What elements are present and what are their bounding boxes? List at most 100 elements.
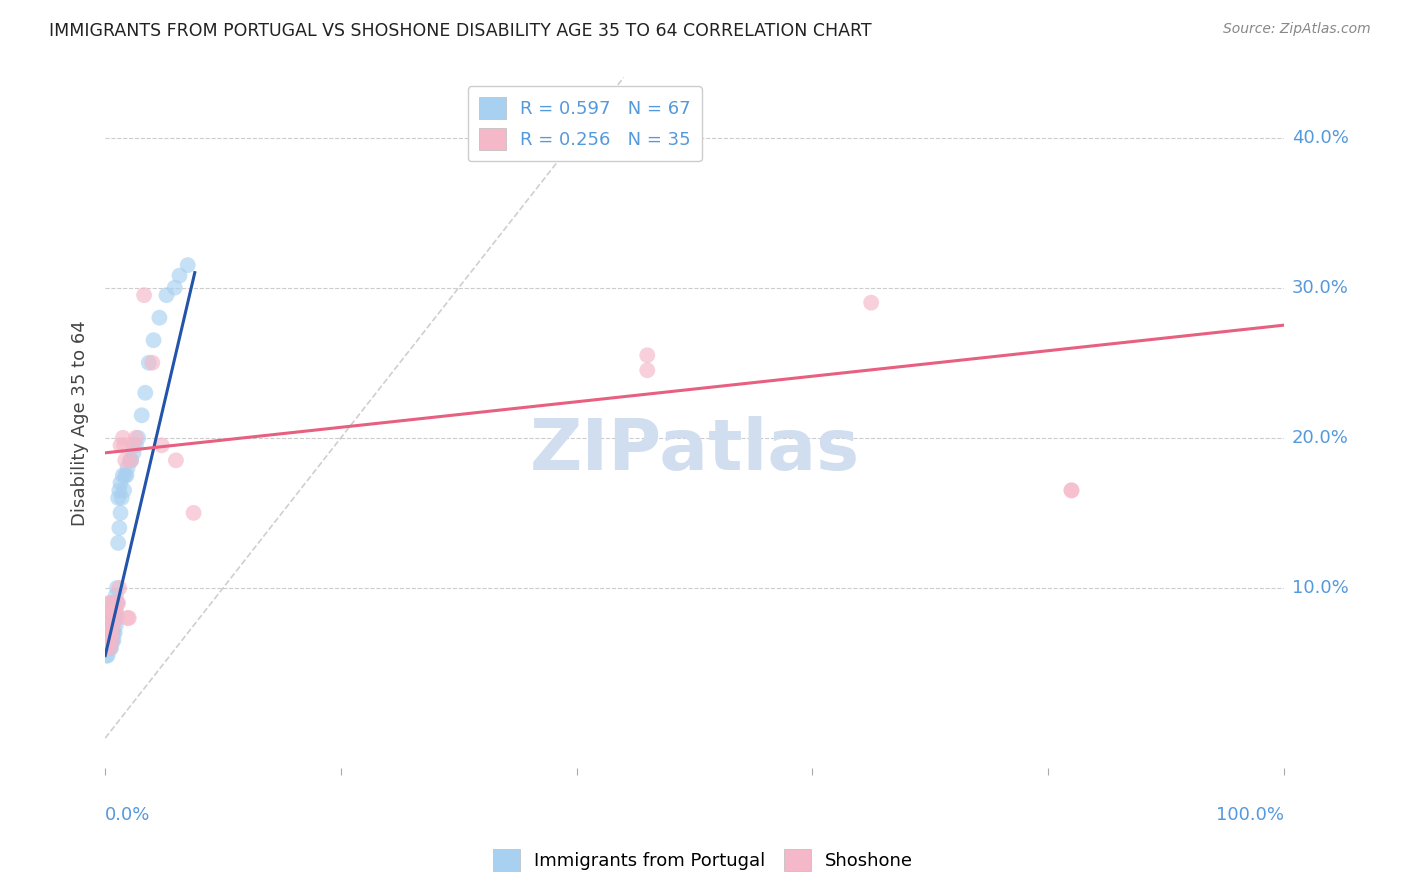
Point — [111, 491, 134, 505]
Point — [111, 431, 134, 445]
Point — [97, 611, 120, 625]
Point — [165, 453, 187, 467]
Text: Source: ZipAtlas.com: Source: ZipAtlas.com — [1223, 22, 1371, 37]
Point — [112, 483, 135, 498]
Point — [98, 626, 121, 640]
Point — [105, 596, 128, 610]
Point — [100, 633, 122, 648]
Point — [97, 633, 120, 648]
Point — [98, 640, 121, 655]
Point — [97, 618, 120, 632]
Point — [860, 295, 883, 310]
Point — [132, 288, 155, 302]
Point — [101, 603, 124, 617]
Point — [97, 596, 120, 610]
Point — [104, 611, 127, 625]
Point — [141, 356, 163, 370]
Legend: Immigrants from Portugal, Shoshone: Immigrants from Portugal, Shoshone — [485, 842, 921, 879]
Point — [103, 603, 125, 617]
Text: 100.0%: 100.0% — [1216, 805, 1284, 823]
Point — [636, 363, 658, 377]
Text: ZIPatlas: ZIPatlas — [529, 416, 859, 485]
Point — [96, 640, 118, 655]
Point — [97, 626, 120, 640]
Point — [100, 611, 122, 625]
Point — [107, 536, 129, 550]
Point — [96, 626, 118, 640]
Point — [110, 506, 132, 520]
Point — [100, 618, 122, 632]
Point — [98, 603, 121, 617]
Text: IMMIGRANTS FROM PORTUGAL VS SHOSHONE DISABILITY AGE 35 TO 64 CORRELATION CHART: IMMIGRANTS FROM PORTUGAL VS SHOSHONE DIS… — [49, 22, 872, 40]
Point — [100, 596, 122, 610]
Point — [122, 438, 145, 452]
Point — [97, 640, 120, 655]
Point — [103, 596, 125, 610]
Point — [117, 460, 139, 475]
Point — [131, 409, 153, 423]
Point — [104, 618, 127, 632]
Point — [118, 453, 141, 467]
Point — [108, 581, 131, 595]
Point — [114, 468, 136, 483]
Point — [104, 603, 127, 617]
Text: 0.0%: 0.0% — [105, 805, 150, 823]
Point — [118, 611, 141, 625]
Y-axis label: Disability Age 35 to 64: Disability Age 35 to 64 — [72, 320, 89, 525]
Point — [97, 633, 120, 648]
Point — [97, 648, 120, 663]
Point — [155, 288, 177, 302]
Point — [148, 310, 170, 325]
Point — [1060, 483, 1083, 498]
Point — [138, 356, 160, 370]
Text: 20.0%: 20.0% — [1292, 429, 1348, 447]
Point — [105, 596, 128, 610]
Point — [100, 596, 122, 610]
Point — [107, 596, 129, 610]
Point — [97, 626, 120, 640]
Point — [100, 640, 122, 655]
Point — [98, 633, 121, 648]
Point — [1060, 483, 1083, 498]
Point — [163, 280, 186, 294]
Point — [98, 618, 121, 632]
Point — [169, 268, 191, 283]
Point — [104, 596, 127, 610]
Point — [107, 491, 129, 505]
Point — [183, 506, 205, 520]
Point — [111, 468, 134, 483]
Point — [105, 611, 128, 625]
Point — [97, 633, 120, 648]
Text: 30.0%: 30.0% — [1292, 278, 1348, 297]
Point — [97, 626, 120, 640]
Point — [97, 611, 120, 625]
Point — [97, 640, 120, 655]
Point — [104, 626, 127, 640]
Point — [100, 626, 122, 640]
Point — [110, 475, 132, 490]
Point — [127, 431, 149, 445]
Point — [104, 603, 127, 617]
Point — [101, 633, 124, 648]
Point — [101, 603, 124, 617]
Text: 10.0%: 10.0% — [1292, 579, 1348, 597]
Point — [103, 611, 125, 625]
Point — [176, 258, 198, 272]
Point — [96, 648, 118, 663]
Point — [101, 633, 124, 648]
Point — [103, 633, 125, 648]
Point — [105, 581, 128, 595]
Point — [122, 446, 145, 460]
Point — [103, 626, 125, 640]
Point — [108, 483, 131, 498]
Point — [97, 611, 120, 625]
Point — [104, 589, 127, 603]
Point — [150, 438, 173, 452]
Point — [96, 633, 118, 648]
Point — [134, 385, 156, 400]
Point — [101, 618, 124, 632]
Point — [104, 611, 127, 625]
Point — [115, 468, 138, 483]
Point — [98, 640, 121, 655]
Point — [117, 611, 139, 625]
